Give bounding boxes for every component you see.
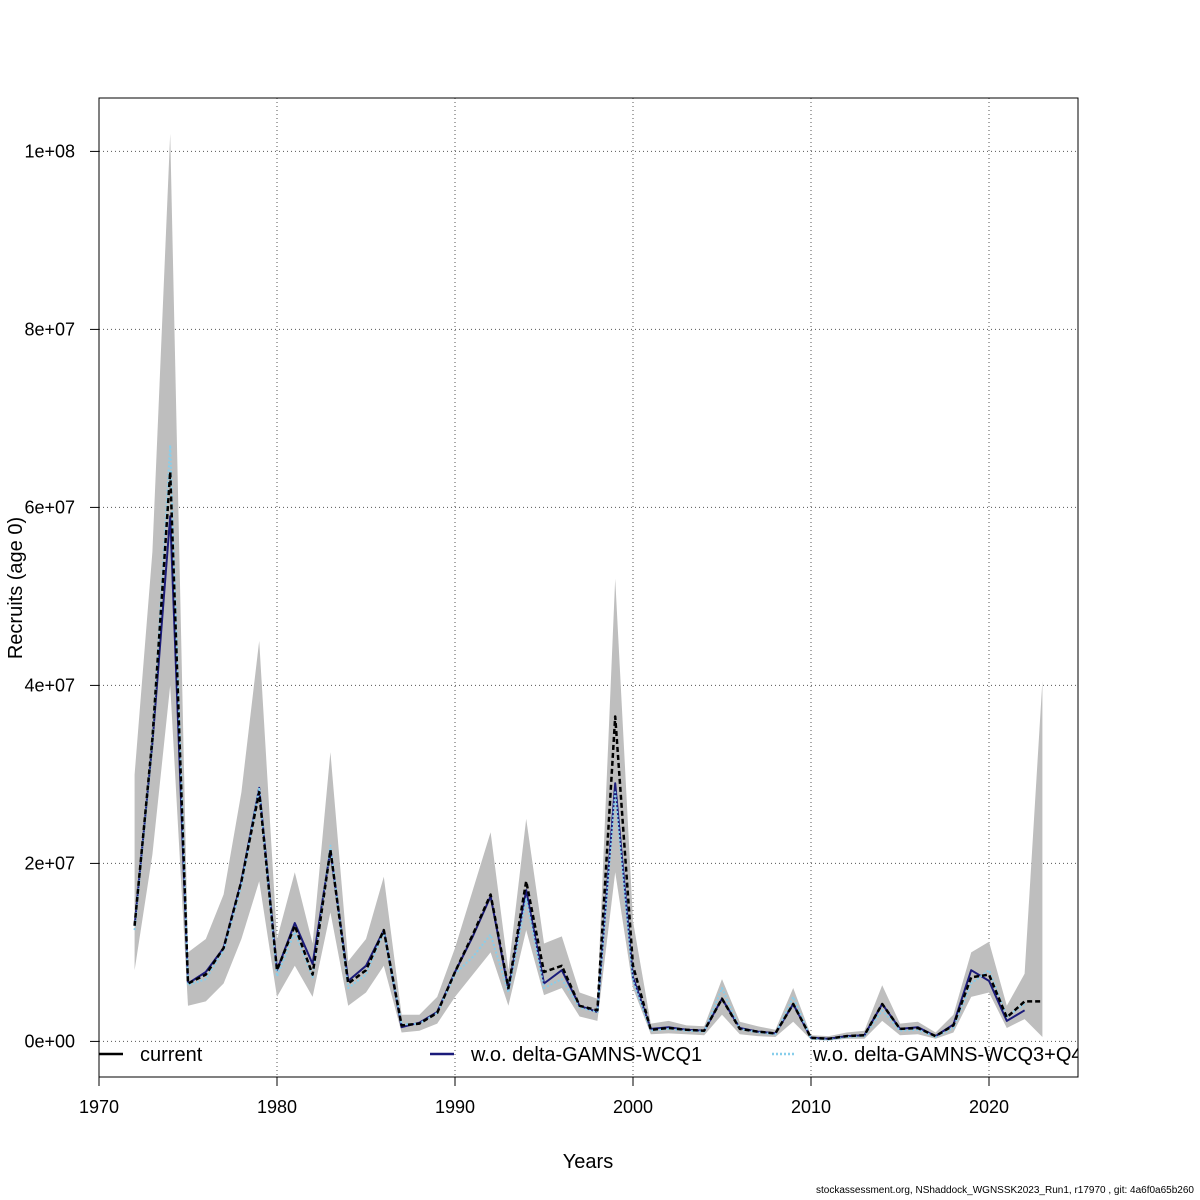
y-tick-label: 1e+08 xyxy=(24,141,75,161)
confidence-band xyxy=(134,133,1043,1041)
y-tick-label: 4e+07 xyxy=(24,675,75,695)
x-tick-label: 1970 xyxy=(79,1097,119,1117)
legend-label-3: w.o. delta-GAMNS-WCQ3+Q4 xyxy=(812,1044,1083,1066)
series-line-1 xyxy=(133,470,1043,1040)
legend-label-1: current xyxy=(140,1044,203,1066)
x-tick-label: 1980 xyxy=(257,1097,297,1117)
x-tick-label: 2010 xyxy=(791,1097,831,1117)
y-tick-label: 6e+07 xyxy=(24,497,75,517)
legend-label-2: w.o. delta-GAMNS-WCQ1 xyxy=(470,1044,702,1066)
x-tick-label: 2020 xyxy=(969,1097,1009,1117)
x-axis-title: Years xyxy=(563,1151,613,1173)
footer-credit: stockassessment.org, NShaddock_WGNSSK202… xyxy=(815,1185,1194,1196)
x-tick-label: 1990 xyxy=(435,1097,475,1117)
plot-background xyxy=(99,98,1078,1077)
x-axis: 1970 1980 1990 2000 2010 2020 xyxy=(79,1076,1009,1117)
y-tick-label: 0e+00 xyxy=(24,1031,75,1051)
y-tick-label: 8e+07 xyxy=(24,319,75,339)
y-axis: 0e+00 2e+07 4e+07 6e+07 8e+07 1e+08 xyxy=(24,141,100,1051)
x-tick-label: 2000 xyxy=(613,1097,653,1117)
legend: current w.o. delta-GAMNS-WCQ1 w.o. delta-G… xyxy=(99,1044,1083,1066)
series-lines xyxy=(133,444,1043,1041)
y-tick-label: 2e+07 xyxy=(24,853,75,873)
y-axis-title: Recruits (age 0) xyxy=(5,517,27,659)
